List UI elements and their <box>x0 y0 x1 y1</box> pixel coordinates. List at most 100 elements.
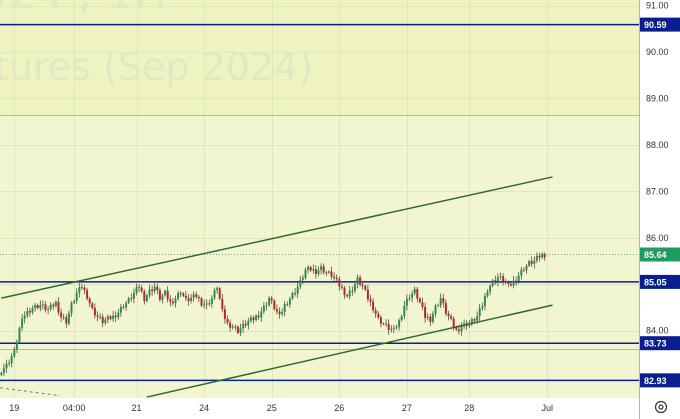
candle-body <box>125 302 128 308</box>
candle <box>528 259 531 268</box>
time-tick-label: 28 <box>464 403 474 413</box>
candle <box>439 293 442 309</box>
candle-body <box>346 295 349 297</box>
candle <box>481 302 484 311</box>
candle <box>8 359 11 367</box>
candle <box>177 290 180 301</box>
candle <box>83 284 86 295</box>
candle-body <box>31 307 34 313</box>
candle-body <box>262 305 265 312</box>
candle <box>286 301 289 307</box>
candle <box>470 317 473 327</box>
candle-body <box>499 276 502 278</box>
candle <box>200 296 203 307</box>
candle <box>322 263 325 275</box>
candle <box>143 289 146 305</box>
candle-body <box>73 300 76 303</box>
candle-body <box>543 254 546 258</box>
candle <box>499 272 502 280</box>
candle-body <box>226 319 229 323</box>
candle <box>283 300 286 317</box>
candle-body <box>541 254 544 258</box>
candle <box>377 311 380 320</box>
candle-body <box>450 316 453 319</box>
candle-body <box>239 328 242 333</box>
candle <box>239 323 242 336</box>
candle <box>372 298 375 313</box>
level-badge-bg <box>640 274 680 289</box>
candle <box>104 317 107 325</box>
trend-line <box>146 304 553 398</box>
candle <box>39 300 42 312</box>
candle-body <box>60 312 63 318</box>
candle-body <box>15 341 18 350</box>
candle <box>132 288 135 304</box>
candle-body <box>473 319 476 321</box>
candle <box>366 284 369 303</box>
candle-body <box>83 287 86 291</box>
price-tick-label: 88.00 <box>646 140 669 150</box>
candle-body <box>54 301 57 307</box>
price-tick-label: 84.00 <box>646 326 669 336</box>
candle-body <box>203 304 206 306</box>
candle-body <box>145 295 148 301</box>
candle <box>473 317 476 323</box>
candle <box>158 287 161 302</box>
candle-body <box>343 287 346 296</box>
price-axis: 84.0085.0086.0087.0088.0089.0090.0091.00… <box>640 1 680 388</box>
candle-body <box>249 317 252 321</box>
candle <box>330 266 333 280</box>
candle-body <box>379 317 382 324</box>
candle-body <box>507 282 510 284</box>
candle <box>242 319 245 334</box>
candle-body <box>62 317 65 319</box>
horizontal-levels <box>0 23 639 397</box>
candle <box>119 303 122 317</box>
candle-body <box>135 287 138 293</box>
candle <box>182 292 185 298</box>
candle-body <box>431 313 434 322</box>
candle-body <box>148 289 151 296</box>
candle <box>338 276 341 291</box>
time-tick-label: 19 <box>9 403 19 413</box>
watermark: 024 , 1H tures (Sep 2024) <box>0 0 313 89</box>
candle-body <box>182 293 185 296</box>
candle-body <box>223 309 226 320</box>
candle-body <box>166 290 169 300</box>
time-axis-panel <box>0 398 639 419</box>
candle-body <box>424 306 427 318</box>
candle <box>543 252 546 261</box>
candle <box>203 299 206 309</box>
candle-body <box>21 318 24 328</box>
candle-body <box>413 288 416 294</box>
candle <box>138 284 141 292</box>
candle <box>351 286 354 296</box>
candle-body <box>34 304 37 308</box>
candle <box>429 313 432 327</box>
candle-body <box>468 322 471 326</box>
candle <box>78 283 81 298</box>
candle <box>317 266 320 277</box>
candle <box>145 293 148 303</box>
candle <box>47 306 50 315</box>
chart-settings-button[interactable] <box>646 394 676 419</box>
candle <box>80 283 83 291</box>
candle-body <box>421 302 424 307</box>
time-axis: 19 04:00 21 24 25 26 27 28 Jul <box>9 403 553 413</box>
candle <box>156 283 159 295</box>
candle <box>127 296 130 305</box>
candle-body <box>286 304 289 305</box>
candle <box>249 314 252 323</box>
candle <box>265 301 268 310</box>
candle <box>226 315 229 326</box>
candle <box>400 314 403 322</box>
candle-body <box>330 271 333 277</box>
candle-body <box>494 280 497 282</box>
candle <box>114 311 117 322</box>
candle-body <box>41 304 44 306</box>
candle-body <box>333 276 336 278</box>
candle <box>434 303 437 318</box>
candle <box>541 251 544 260</box>
